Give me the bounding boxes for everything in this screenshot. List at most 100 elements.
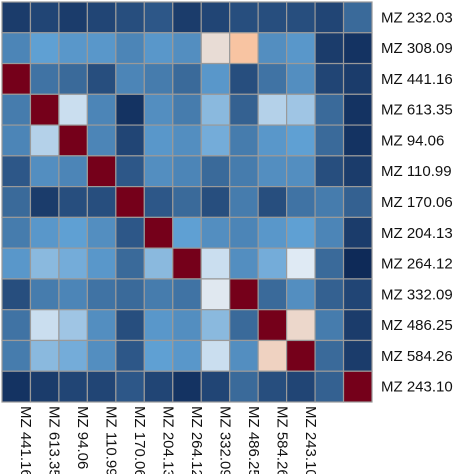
heatmap-cell	[286, 186, 316, 218]
heatmap-cell	[342, 216, 373, 249]
row-label: MZ 94.06	[381, 132, 444, 149]
heatmap-cell	[257, 124, 288, 157]
column-label: MZ 94.06	[74, 406, 91, 469]
heatmap-cell	[342, 278, 373, 311]
heatmap-cell	[314, 62, 345, 95]
heatmap-cell	[1, 216, 32, 249]
heatmap-cell	[342, 370, 373, 403]
heatmap-cell	[172, 155, 202, 188]
heatmap-cell	[172, 216, 202, 249]
heatmap-cell	[286, 32, 316, 65]
heatmap-cell	[58, 309, 88, 342]
heatmap-cell	[342, 186, 373, 218]
heatmap-cell	[172, 247, 202, 280]
heatmap-cell	[115, 1, 145, 34]
heatmap-cell	[115, 62, 145, 95]
heatmap-cell	[115, 370, 145, 403]
heatmap-cell	[200, 370, 231, 403]
heatmap-cell	[58, 186, 88, 218]
heatmap-cell	[342, 155, 373, 188]
heatmap-cell	[143, 155, 174, 188]
heatmap-cell	[86, 1, 117, 34]
heatmap-cell	[229, 309, 259, 342]
heatmap-cell	[314, 155, 345, 188]
heatmap-cell	[257, 339, 288, 372]
column-label: MZ 204.13	[160, 406, 177, 474]
heatmap-cell	[257, 186, 288, 218]
heatmap-cell	[29, 124, 60, 157]
heatmap-cell	[200, 216, 231, 249]
heatmap-cell	[1, 339, 32, 372]
heatmap-cell	[86, 370, 117, 403]
heatmap-cell	[172, 339, 202, 372]
heatmap-cell	[58, 32, 88, 65]
heatmap-cell	[143, 247, 174, 280]
heatmap-cell	[143, 339, 174, 372]
heatmap-cell	[58, 62, 88, 95]
heatmap-cell	[286, 124, 316, 157]
heatmap-cell	[143, 124, 174, 157]
heatmap-cell	[200, 186, 231, 218]
column-label: MZ 613.35	[46, 406, 63, 474]
heatmap-cell	[1, 186, 32, 218]
heatmap-cell	[200, 124, 231, 157]
heatmap-cell	[342, 62, 373, 95]
heatmap-cell	[257, 32, 288, 65]
heatmap-cell	[172, 186, 202, 218]
heatmap-cell	[286, 216, 316, 249]
heatmap-cell	[143, 216, 174, 249]
heatmap-cell	[143, 32, 174, 65]
heatmap-cell	[1, 278, 32, 311]
heatmap-cell	[143, 93, 174, 126]
heatmap-cell	[257, 370, 288, 403]
heatmap-cell	[1, 93, 32, 126]
heatmap-cell	[29, 309, 60, 342]
heatmap-cell	[143, 186, 174, 218]
heatmap-cell	[257, 93, 288, 126]
heatmap-cell	[314, 339, 345, 372]
heatmap-cell	[314, 247, 345, 280]
heatmap-cell	[200, 247, 231, 280]
heatmap-cell	[286, 1, 316, 34]
heatmap-cell	[115, 124, 145, 157]
heatmap-cell	[172, 278, 202, 311]
heatmap-cell	[115, 32, 145, 65]
heatmap-cell	[86, 124, 117, 157]
heatmap-cell	[58, 1, 88, 34]
heatmap-cell	[342, 247, 373, 280]
heatmap-cell	[143, 309, 174, 342]
row-label: MZ 486.25	[381, 317, 453, 334]
heatmap-cell	[172, 93, 202, 126]
heatmap-cell	[58, 93, 88, 126]
heatmap-cell	[342, 1, 373, 34]
heatmap-cell	[86, 155, 117, 188]
heatmap-cells	[1, 1, 373, 403]
heatmap-cell	[257, 309, 288, 342]
heatmap-cell	[1, 155, 32, 188]
heatmap-cell	[86, 309, 117, 342]
row-label: MZ 308.09	[381, 40, 453, 57]
heatmap-cell	[29, 216, 60, 249]
heatmap-cell	[229, 339, 259, 372]
heatmap-cell	[286, 93, 316, 126]
heatmap-cell	[86, 186, 117, 218]
heatmap-cell	[86, 339, 117, 372]
heatmap-cell	[86, 62, 117, 95]
heatmap-cell	[342, 93, 373, 126]
heatmap-cell	[342, 32, 373, 65]
row-labels: MZ 232.03 MZ 308.09 MZ 441.16 MZ 613.35 MZ 9…	[381, 9, 453, 395]
heatmap-cell	[229, 370, 259, 403]
column-label: MZ 243.10	[302, 406, 319, 474]
heatmap-cell	[172, 62, 202, 95]
heatmap-cell	[1, 32, 32, 65]
heatmap-cell	[342, 339, 373, 372]
heatmap-cell	[314, 186, 345, 218]
heatmap-cell	[314, 278, 345, 311]
heatmap-cell	[143, 62, 174, 95]
heatmap-cell	[115, 278, 145, 311]
column-label: MZ 584.26	[273, 406, 290, 474]
heatmap-cell	[229, 32, 259, 65]
heatmap-cell	[286, 339, 316, 372]
heatmap-cell	[286, 278, 316, 311]
